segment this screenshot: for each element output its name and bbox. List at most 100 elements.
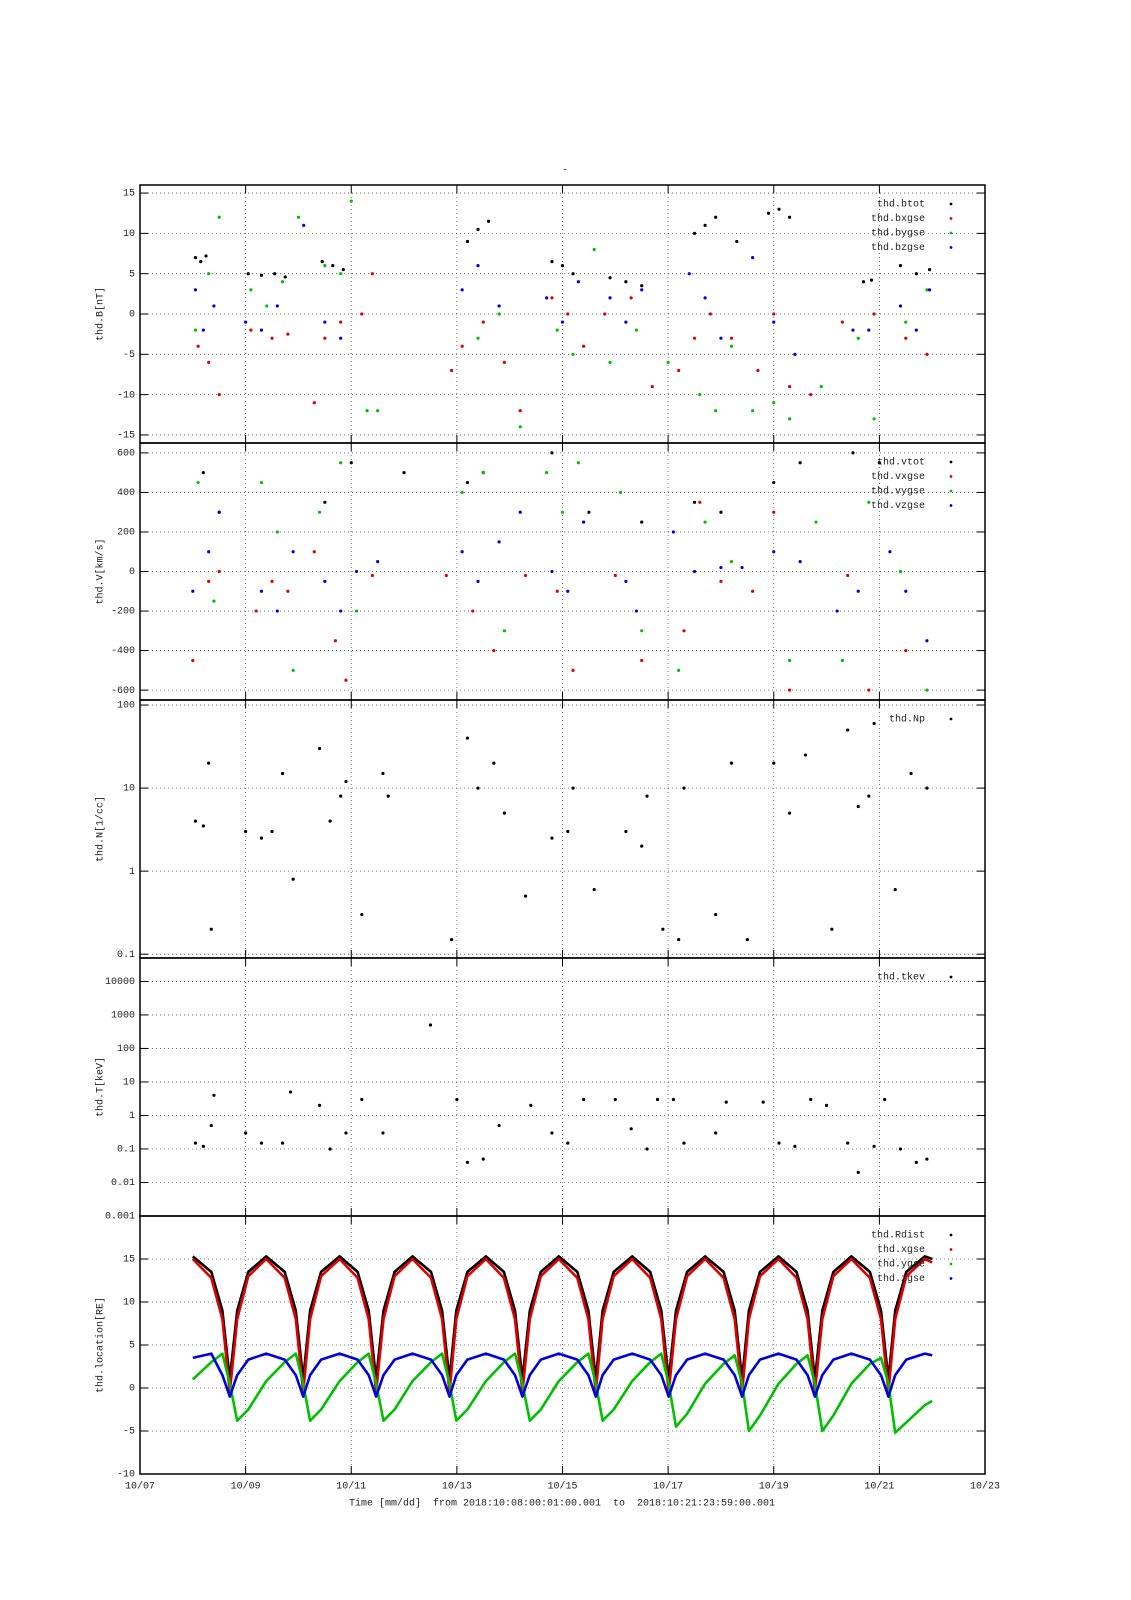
data-point (217, 510, 221, 514)
data-point (682, 1141, 686, 1145)
data-point (719, 510, 723, 514)
data-point (803, 753, 808, 757)
y-tick-label: 100 (117, 1044, 135, 1055)
data-point (207, 579, 211, 583)
data-point (761, 1100, 765, 1104)
data-point (766, 211, 771, 215)
data-point (772, 510, 776, 514)
data-point (640, 629, 644, 633)
legend-marker (949, 1262, 953, 1266)
data-point (341, 268, 345, 272)
legend-label: thd.vzgse (871, 500, 925, 512)
data-point (386, 794, 390, 798)
legend-marker (949, 504, 953, 507)
x-tick-label: 10/23 (970, 1481, 1000, 1493)
data-point (193, 288, 198, 292)
data-point (618, 490, 623, 495)
data-point (492, 761, 496, 765)
data-point (851, 328, 855, 332)
data-point (555, 589, 559, 593)
data-point (914, 1160, 918, 1164)
data-point (729, 761, 734, 765)
y-tick-label: 0.001 (105, 1212, 135, 1223)
data-point (677, 368, 681, 373)
y-tick-label: 1 (129, 867, 135, 878)
data-point (265, 304, 269, 308)
legend-marker (949, 975, 953, 979)
data-point (640, 844, 644, 848)
data-point (360, 312, 364, 316)
data-point (270, 336, 274, 340)
y-tick-label: -400 (111, 646, 135, 657)
data-point (787, 688, 792, 692)
data-point (719, 579, 723, 583)
data-point (196, 480, 200, 485)
data-point (317, 510, 322, 514)
legend-label: thd.tkev (877, 972, 925, 984)
data-point (872, 312, 876, 316)
legend-label: thd.zgse (877, 1273, 925, 1285)
y-axis-label: thd.T[keV] (95, 1057, 107, 1117)
legend-label: thd.vtot (877, 457, 925, 469)
data-point (840, 320, 845, 324)
data-point (323, 579, 327, 583)
data-point (603, 312, 607, 316)
y-tick-label: 400 (117, 488, 135, 499)
data-point (465, 239, 470, 244)
data-point (830, 927, 834, 931)
data-point (481, 1157, 485, 1161)
data-point (682, 786, 686, 790)
data-point (497, 1123, 501, 1128)
data-point (677, 668, 681, 672)
y-tick-label: 10 (123, 784, 135, 795)
data-point (339, 461, 343, 465)
data-line (191, 1352, 933, 1434)
data-point (339, 336, 343, 340)
data-point (560, 510, 565, 514)
data-point (244, 829, 248, 834)
data-point (787, 811, 792, 815)
data-point (209, 1123, 213, 1128)
data-point (835, 609, 839, 613)
data-point (354, 569, 359, 574)
data-point (460, 344, 464, 348)
data-point (476, 336, 480, 340)
data-point (560, 264, 565, 268)
data-point (360, 912, 364, 917)
y-tick-label: 0 (129, 310, 135, 321)
y-tick-label: 0.1 (117, 1145, 135, 1156)
data-point (925, 1157, 929, 1161)
data-point (550, 1131, 554, 1135)
data-point (856, 804, 860, 809)
data-point (698, 393, 702, 397)
data-point (339, 272, 343, 276)
data-point (339, 609, 343, 613)
data-point (927, 288, 932, 292)
data-point (629, 1127, 633, 1131)
data-point (634, 328, 639, 332)
data-point (254, 609, 258, 613)
y-tick-label: 1 (129, 1111, 135, 1122)
data-point (872, 1144, 876, 1148)
legend-label: thd.ygse (877, 1259, 925, 1271)
data-point (331, 264, 335, 268)
data-line (192, 1352, 933, 1398)
data-point (402, 471, 406, 475)
data-point (291, 668, 295, 672)
data-point (629, 296, 633, 300)
data-point (455, 1097, 459, 1102)
data-point (207, 272, 211, 276)
legend-marker (949, 1248, 953, 1251)
data-point (756, 368, 760, 373)
data-point (624, 280, 628, 284)
data-point (925, 786, 929, 790)
y-tick-label: 1000 (111, 1011, 135, 1022)
x-tick-label: 10/19 (759, 1481, 789, 1493)
data-point (449, 368, 454, 373)
x-tick-label: 10/09 (231, 1481, 261, 1493)
legend-label: thd.bzgse (871, 242, 925, 254)
data-point (259, 1141, 264, 1145)
data-point (740, 565, 744, 570)
data-point (751, 589, 755, 593)
